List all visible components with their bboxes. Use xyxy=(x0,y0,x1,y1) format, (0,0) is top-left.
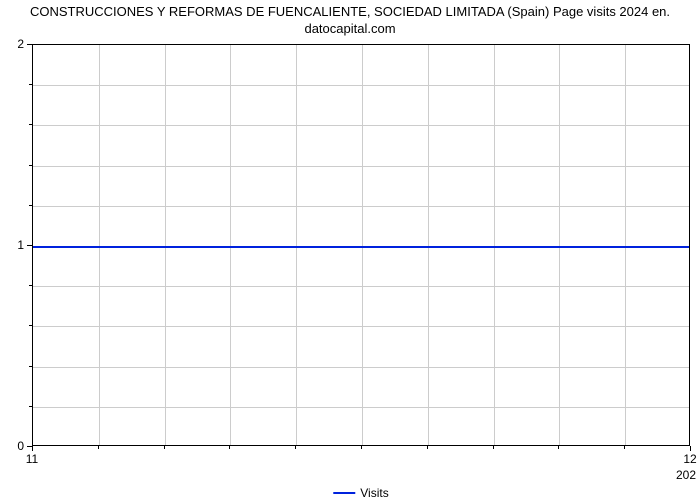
gridline-vertical xyxy=(559,45,560,445)
y-minor-tick-mark xyxy=(29,205,32,206)
gridline-horizontal xyxy=(33,407,689,408)
x-tick-mark xyxy=(32,446,33,451)
x-minor-tick-mark xyxy=(229,446,230,449)
y-minor-tick-mark xyxy=(29,406,32,407)
gridline-vertical xyxy=(428,45,429,445)
x-minor-tick-mark xyxy=(493,446,494,449)
chart-title-line1: CONSTRUCCIONES Y REFORMAS DE FUENCALIENT… xyxy=(30,4,670,19)
y-minor-tick-mark xyxy=(29,366,32,367)
chart-title-line2: datocapital.com xyxy=(304,21,395,36)
legend: Visits xyxy=(333,486,388,500)
gridline-horizontal xyxy=(33,286,689,287)
gridline-vertical xyxy=(296,45,297,445)
gridline-vertical xyxy=(230,45,231,445)
x-minor-tick-mark xyxy=(295,446,296,449)
y-minor-tick-mark xyxy=(29,325,32,326)
legend-label: Visits xyxy=(360,486,388,500)
x-minor-tick-mark xyxy=(164,446,165,449)
gridline-vertical xyxy=(165,45,166,445)
y-tick-label: 2 xyxy=(0,37,24,51)
legend-swatch xyxy=(333,492,355,494)
y-tick-label: 1 xyxy=(0,238,24,252)
gridline-horizontal xyxy=(33,85,689,86)
y-minor-tick-mark xyxy=(29,84,32,85)
y-tick-mark xyxy=(27,44,32,45)
chart-title: CONSTRUCCIONES Y REFORMAS DE FUENCALIENT… xyxy=(0,0,700,38)
y-tick-mark xyxy=(27,245,32,246)
y-minor-tick-mark xyxy=(29,124,32,125)
x-minor-tick-mark xyxy=(558,446,559,449)
x-minor-tick-mark xyxy=(427,446,428,449)
gridline-horizontal xyxy=(33,166,689,167)
x-tick-label-left: 11 xyxy=(26,452,38,466)
gridline-horizontal xyxy=(33,206,689,207)
gridline-vertical xyxy=(99,45,100,445)
x-minor-tick-mark xyxy=(624,446,625,449)
y-tick-label: 0 xyxy=(0,439,24,453)
x-minor-tick-mark xyxy=(98,446,99,449)
x-minor-tick-mark xyxy=(361,446,362,449)
y-minor-tick-mark xyxy=(29,165,32,166)
gridline-vertical xyxy=(494,45,495,445)
plot-area xyxy=(32,44,690,446)
x-tick-mark xyxy=(690,446,691,451)
x-tick-label-right: 12 xyxy=(683,452,696,466)
gridline-horizontal xyxy=(33,125,689,126)
chart-container: CONSTRUCCIONES Y REFORMAS DE FUENCALIENT… xyxy=(0,0,700,500)
series-line-visits xyxy=(33,246,689,248)
y-minor-tick-mark xyxy=(29,285,32,286)
gridline-vertical xyxy=(625,45,626,445)
gridline-vertical xyxy=(362,45,363,445)
gridline-horizontal xyxy=(33,326,689,327)
x-secondary-label: 202 xyxy=(676,468,696,482)
gridline-horizontal xyxy=(33,367,689,368)
